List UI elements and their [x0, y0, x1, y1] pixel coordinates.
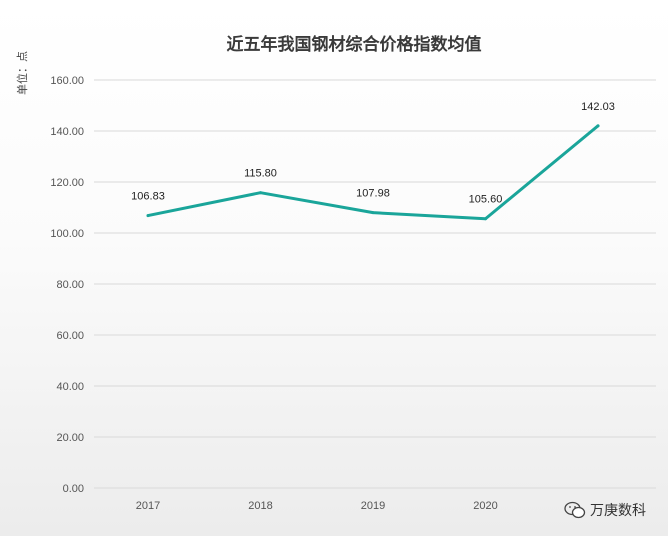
chart-title: 近五年我国钢材综合价格指数均值 [227, 34, 482, 54]
y-tick-label: 140.00 [50, 126, 84, 138]
data-label: 105.60 [469, 194, 503, 206]
data-label: 142.03 [581, 101, 615, 113]
x-tick-label: 2018 [248, 500, 272, 512]
watermark: 万庚数科 [564, 500, 646, 520]
y-tick-label: 120.00 [50, 177, 84, 189]
y-tick-label: 80.00 [56, 279, 84, 291]
data-label: 115.80 [244, 168, 277, 180]
x-tick-label: 2017 [136, 500, 160, 512]
y-tick-label: 20.00 [56, 432, 84, 444]
series-line [146, 124, 600, 221]
data-label: 107.98 [356, 188, 390, 200]
data-point [371, 211, 375, 215]
y-tick-label: 0.00 [63, 483, 84, 495]
wechat-icon [564, 501, 586, 519]
data-point [259, 191, 262, 195]
y-tick-label: 160.00 [50, 75, 84, 87]
data-label: 106.83 [131, 191, 165, 203]
y-tick-label: 60.00 [56, 330, 84, 342]
watermark-text: 万庚数科 [590, 502, 646, 518]
data-point [146, 214, 150, 218]
x-tick-label: 2020 [473, 500, 497, 512]
y-tick-label: 40.00 [56, 381, 84, 393]
data-point [484, 217, 487, 221]
y-tick-label: 100.00 [50, 228, 84, 240]
data-point [596, 124, 600, 128]
y-unit-label: 单位：点 [15, 51, 29, 95]
x-tick-label: 2019 [361, 500, 385, 512]
